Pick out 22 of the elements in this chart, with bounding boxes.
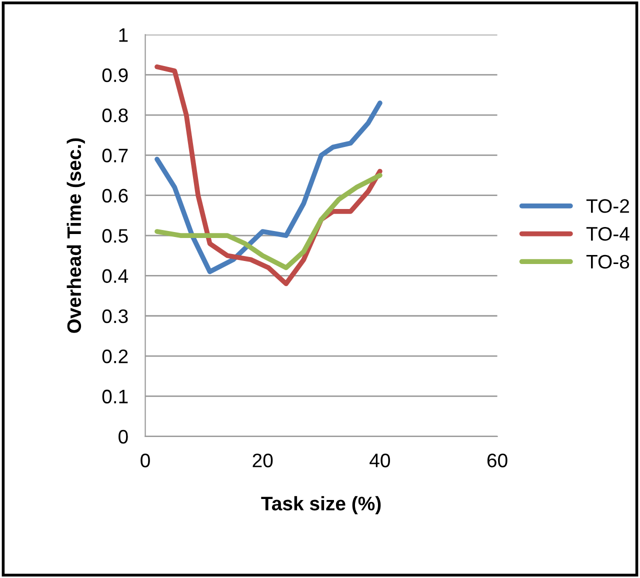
x-tick-label: 20 [252, 454, 273, 468]
line-series [154, 100, 382, 274]
legend-label: TO-4 [586, 226, 630, 241]
x-axis-title: Task size (%) [261, 496, 381, 514]
y-tick-label: 0.2 [102, 350, 128, 364]
y-tick-label: 1 [119, 28, 128, 42]
y-tick-label: 0.3 [102, 309, 128, 324]
x-tick-label: 40 [370, 454, 390, 468]
y-tick-label: 0.6 [102, 188, 128, 203]
x-tick-label: 60 [487, 454, 508, 468]
y-tick-label: 0.8 [102, 108, 128, 122]
legend-label: TO-2 [586, 199, 629, 213]
y-tick-label: 0.9 [102, 68, 128, 82]
line-series [154, 172, 382, 270]
y-tick-label: 0.7 [102, 148, 128, 162]
y-tick-label: 0.5 [102, 229, 128, 243]
y-tick-label: 0.1 [102, 390, 128, 404]
y-tick-label: 0.4 [102, 269, 128, 283]
y-tick-label: 0 [118, 430, 128, 444]
x-tick-label: 0 [140, 454, 150, 468]
y-axis-title: Overhead Time (sec.) [66, 138, 85, 333]
legend-label: TO-8 [586, 254, 630, 269]
